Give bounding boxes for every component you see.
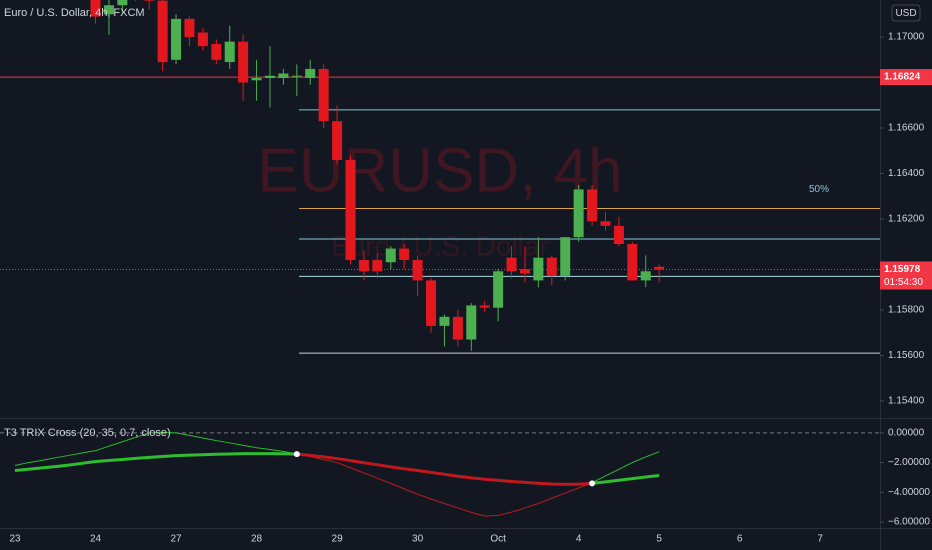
- indicator-line: [14, 452, 297, 472]
- candle-body: [452, 316, 463, 340]
- cross-marker: [293, 451, 300, 458]
- candle-body: [372, 259, 383, 272]
- candle-body: [144, 0, 155, 1]
- x-tick-label: 5: [656, 534, 662, 545]
- candle-body: [264, 75, 275, 79]
- y-tick-label: 1.15800: [888, 305, 925, 316]
- x-tick-label: 7: [817, 534, 823, 545]
- candle-body: [224, 41, 235, 63]
- countdown: 01:54:30: [884, 277, 923, 288]
- x-tick-label: 27: [170, 534, 182, 545]
- candle-body: [479, 305, 490, 308]
- x-tick-label: 6: [737, 534, 743, 545]
- x-tick-label: 24: [90, 534, 102, 545]
- indicator-title: T3 TRIX Cross (20, 35, 0.7, close): [4, 427, 171, 439]
- candle-body: [345, 159, 356, 260]
- alert-price-label: 1.16824: [884, 72, 921, 83]
- candle-body: [654, 266, 665, 270]
- y-tick-label: −4.00000: [888, 487, 930, 498]
- price-pane: 50%: [0, 0, 880, 354]
- candle-body: [466, 305, 477, 340]
- y-tick-label: 1.15600: [888, 350, 925, 361]
- indicator-line: [296, 452, 593, 486]
- y-tick-label: 1.15400: [888, 396, 925, 407]
- candle-body: [613, 225, 624, 245]
- cross-marker: [589, 480, 596, 487]
- candle-body: [103, 5, 114, 15]
- y-tick-label: 1.16400: [888, 168, 925, 179]
- indicator-pane: [0, 432, 880, 517]
- indicator-line: [296, 453, 593, 517]
- currency[interactable]: USD: [895, 8, 916, 19]
- candle-body: [493, 271, 504, 308]
- candle-body: [627, 244, 638, 281]
- indicator-line: [14, 432, 297, 467]
- candle-body: [600, 221, 611, 226]
- candle-body: [560, 237, 571, 276]
- chart-title: Euro / U.S. Dollar, 4h, FXCM: [4, 7, 145, 19]
- candle-body: [426, 280, 437, 326]
- candle-body: [358, 259, 369, 272]
- candle-body: [117, 0, 128, 6]
- y-tick-label: 1.16200: [888, 214, 925, 225]
- y-tick-label: −2.00000: [888, 457, 930, 468]
- y-tick-label: 1.17000: [888, 32, 925, 43]
- candle-body: [546, 257, 557, 276]
- last-price-box: [880, 261, 932, 290]
- candle-body: [385, 248, 396, 263]
- candle-body: [238, 41, 249, 83]
- x-tick-label: 30: [412, 534, 424, 545]
- candle-body: [278, 73, 289, 79]
- candle-body: [640, 271, 651, 281]
- candle-body: [439, 316, 450, 326]
- candle-body: [90, 0, 101, 17]
- candle-body: [197, 32, 208, 47]
- alert-price-box: [880, 69, 932, 86]
- candle-body: [573, 189, 584, 238]
- candle-body: [318, 68, 329, 122]
- candle-body: [533, 257, 544, 281]
- y-tick-label: −6.00000: [888, 517, 930, 528]
- candle-body: [171, 18, 182, 60]
- x-tick-label: 23: [9, 534, 21, 545]
- candle-body: [251, 78, 262, 81]
- x-tick-label: 29: [332, 534, 344, 545]
- candle-body: [412, 259, 423, 281]
- x-tick-label: 4: [576, 534, 582, 545]
- candle-body: [506, 257, 517, 272]
- currency-box[interactable]: [891, 4, 921, 22]
- x-tick-label: Oct: [490, 534, 506, 545]
- indicator-line: [591, 451, 660, 484]
- candle-body: [332, 121, 343, 160]
- y-tick-label: 0.00000: [888, 427, 925, 438]
- candle-body: [211, 43, 222, 60]
- candle-body: [305, 68, 316, 79]
- watermark: EURUSD, 4h: [257, 136, 622, 205]
- candle-body: [157, 0, 168, 63]
- candle-body: [519, 269, 530, 274]
- fib-label: 50%: [809, 184, 829, 195]
- candle-body: [184, 18, 195, 38]
- x-tick-label: 28: [251, 534, 263, 545]
- candle-body: [291, 75, 302, 77]
- last-price-label: 1.15978: [884, 264, 921, 275]
- watermark-sub: Euro / U.S. Dollar: [331, 230, 549, 261]
- candle-body: [399, 248, 410, 260]
- y-tick-label: 1.16600: [888, 123, 925, 134]
- indicator-line: [591, 474, 660, 485]
- candle-body: [587, 189, 598, 222]
